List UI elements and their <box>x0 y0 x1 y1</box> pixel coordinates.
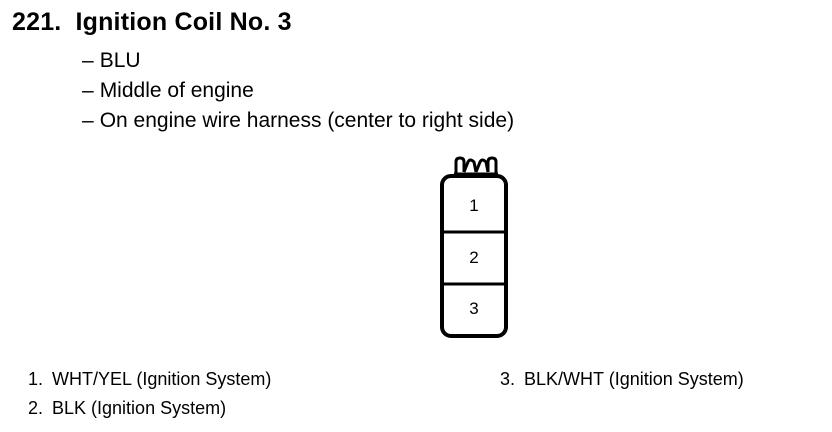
detail-text: Middle of engine <box>99 79 254 102</box>
component-name: Ignition Coil No. 3 <box>75 8 292 36</box>
component-details: – BLU – Middle of engine – On engine wire h… <box>82 46 514 136</box>
pin-list-left: 1. WHT/YEL (Ignition System) 2. BLK (Ignit… <box>28 365 271 423</box>
component-number: 221. <box>12 8 62 36</box>
pin-index: 3. <box>500 369 516 389</box>
detail-dash: – <box>82 109 94 132</box>
detail-color: – BLU <box>82 46 514 76</box>
detail-harness: – On engine wire harness (center to right… <box>82 106 514 136</box>
detail-text: On engine wire harness (center to right … <box>99 109 515 132</box>
pin-description: WHT/YEL (Ignition System) <box>52 369 272 389</box>
detail-text: BLU <box>99 49 141 72</box>
pin-index: 1. <box>28 369 44 389</box>
connector-diagram: 1 2 3 <box>434 152 524 344</box>
cavity-3-label: 3 <box>469 299 478 318</box>
pin-list-right: 3. BLK/WHT (Ignition System) <box>500 365 744 394</box>
pin-description: BLK (Ignition System) <box>52 398 227 418</box>
pin-index: 2. <box>28 398 44 418</box>
detail-dash: – <box>82 49 94 72</box>
pin-row-2: 2. BLK (Ignition System) <box>28 394 271 423</box>
pin-row-1: 1. WHT/YEL (Ignition System) <box>28 365 271 394</box>
pin-description: BLK/WHT (Ignition System) <box>524 369 744 389</box>
cavity-1-label: 1 <box>469 196 478 215</box>
detail-location: – Middle of engine <box>82 76 514 106</box>
cavity-2-label: 2 <box>469 248 478 267</box>
pin-row-3: 3. BLK/WHT (Ignition System) <box>500 365 744 394</box>
connector-housing <box>440 174 508 338</box>
component-title: 221. Ignition Coil No. 3 <box>12 8 292 37</box>
connector-lock-tab <box>454 156 498 176</box>
detail-dash: – <box>82 79 94 102</box>
